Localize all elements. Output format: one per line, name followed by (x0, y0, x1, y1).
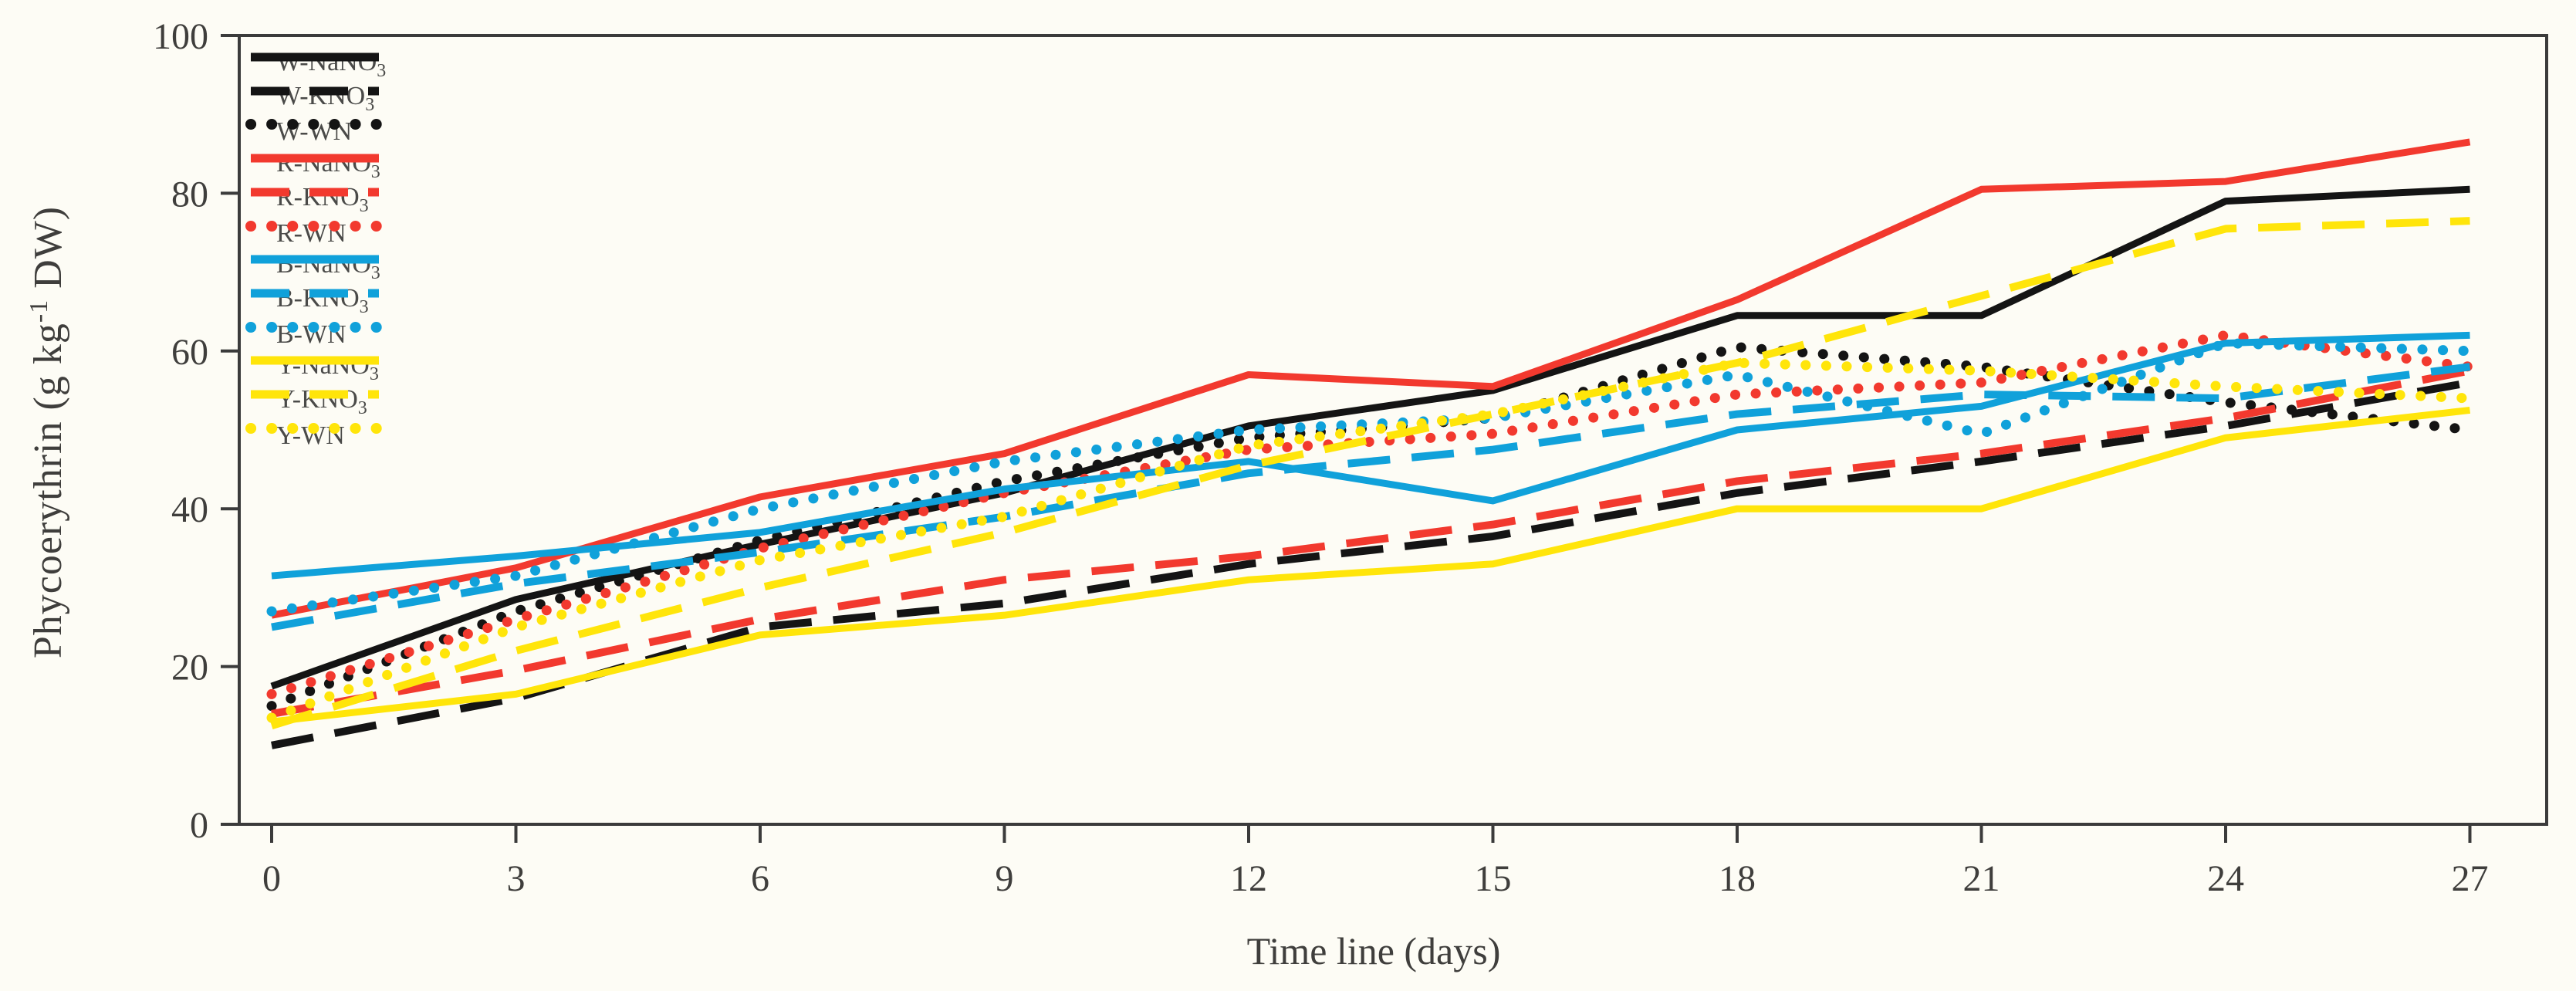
series-line-Y-NaNO3 (271, 406, 2471, 725)
legend-line-sample-dotted (245, 220, 384, 232)
legend-item-R-WN: R-WN (245, 218, 384, 249)
x-tick-label: 3 (507, 858, 526, 899)
legend-line-sample-dotted (245, 422, 384, 434)
series-line-Y-WN (266, 357, 2475, 723)
legend-label: W-NaNO3 (276, 48, 387, 81)
plot-frame (238, 34, 2548, 826)
series-line-R-WN (266, 330, 2475, 699)
legend-label: R-NaNO3 (276, 149, 380, 182)
legend-item-Y-KNO3: Y-KNO3 (245, 385, 379, 418)
legend-label: B-KNO3 (276, 284, 369, 317)
x-tick-label: 24 (2207, 858, 2244, 899)
legend-item-R-KNO3: R-KNO3 (245, 182, 379, 216)
x-tick-label: 18 (1719, 858, 1756, 899)
legend-label: Y-NaNO3 (276, 351, 379, 385)
legend-line-sample-dotted (245, 321, 384, 333)
x-tick-label: 15 (1475, 858, 1512, 899)
series-line-B-WN (266, 338, 2475, 617)
legend-item-W-KNO3: W-KNO3 (245, 81, 379, 115)
legend-line-sample-dashed (251, 188, 379, 197)
y-tick-label: 40 (171, 489, 208, 530)
legend-item-R-NaNO3: R-NaNO3 (245, 149, 380, 182)
legend-line-sample-dashed (251, 86, 379, 96)
y-tick-label: 100 (153, 16, 208, 57)
x-tick-label: 27 (2452, 858, 2489, 899)
legend-label: Y-KNO3 (276, 385, 367, 418)
series-line-Y-KNO3 (270, 217, 2470, 730)
series-line-B-KNO3 (271, 363, 2471, 631)
legend-item-Y-NaNO3: Y-NaNO3 (245, 351, 379, 385)
legend-label: B-NaNO3 (276, 250, 380, 284)
legend-line-sample-dotted (245, 119, 384, 130)
y-tick-label: 20 (171, 648, 208, 688)
x-tick-label: 0 (262, 858, 281, 899)
x-tick-label: 6 (751, 858, 769, 899)
y-tick-label: 0 (190, 805, 208, 846)
series-line-R-KNO3 (271, 367, 2471, 718)
legend-line-sample-solid (251, 154, 379, 163)
y-axis-title: Phycoerythrin (g kg-1 DW) (24, 205, 71, 659)
legend-label: W-KNO3 (276, 81, 375, 115)
legend-line-sample-dashed (251, 289, 379, 298)
series-line-W-WN (266, 342, 2475, 712)
x-tick-label: 12 (1230, 858, 1267, 899)
series-line-R-NaNO3 (271, 138, 2471, 619)
legend-item-W-WN: W-WN (245, 117, 384, 147)
x-axis-title: Time line (days) (1246, 929, 1501, 972)
legend-line-sample-dashed (251, 390, 379, 399)
legend-label: R-KNO3 (276, 182, 369, 216)
legend-line-sample-solid (251, 255, 379, 264)
series-line-W-KNO3 (271, 378, 2471, 749)
x-tick-label: 9 (996, 858, 1014, 899)
x-tick-label: 21 (1963, 858, 2000, 899)
legend-item-B-WN: B-WN (245, 320, 384, 350)
y-tick-label: 60 (171, 332, 208, 373)
legend-line-sample-solid (251, 52, 379, 62)
legend-item-Y-WN: Y-WN (245, 421, 384, 452)
legend-line-sample-solid (251, 356, 379, 365)
legend-item-B-NaNO3: B-NaNO3 (245, 250, 380, 284)
legend-item-W-NaNO3: W-NaNO3 (245, 48, 387, 81)
legend-item-B-KNO3: B-KNO3 (245, 284, 379, 317)
y-tick-label: 80 (171, 174, 208, 215)
